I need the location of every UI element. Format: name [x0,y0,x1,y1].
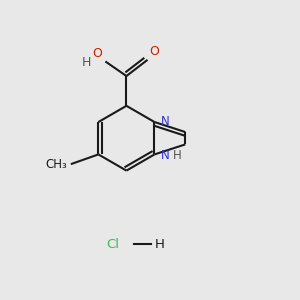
Text: H: H [81,56,91,69]
Text: CH₃: CH₃ [46,158,67,171]
Text: N: N [161,115,170,128]
Text: H: H [154,238,164,251]
Text: O: O [92,47,102,60]
Text: Cl: Cl [106,238,119,251]
Text: H: H [173,148,182,161]
Text: N: N [160,148,169,161]
Text: O: O [149,45,159,58]
